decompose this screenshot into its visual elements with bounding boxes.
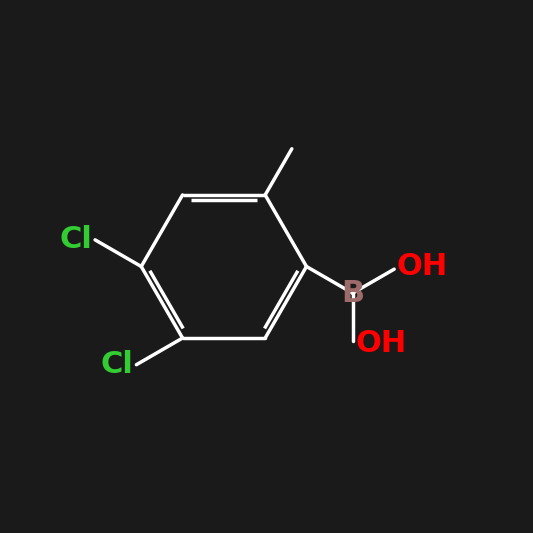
Text: Cl: Cl	[101, 350, 134, 379]
Text: OH: OH	[397, 252, 448, 281]
Text: Cl: Cl	[60, 225, 92, 254]
Text: OH: OH	[356, 329, 407, 358]
Text: B: B	[341, 279, 364, 308]
